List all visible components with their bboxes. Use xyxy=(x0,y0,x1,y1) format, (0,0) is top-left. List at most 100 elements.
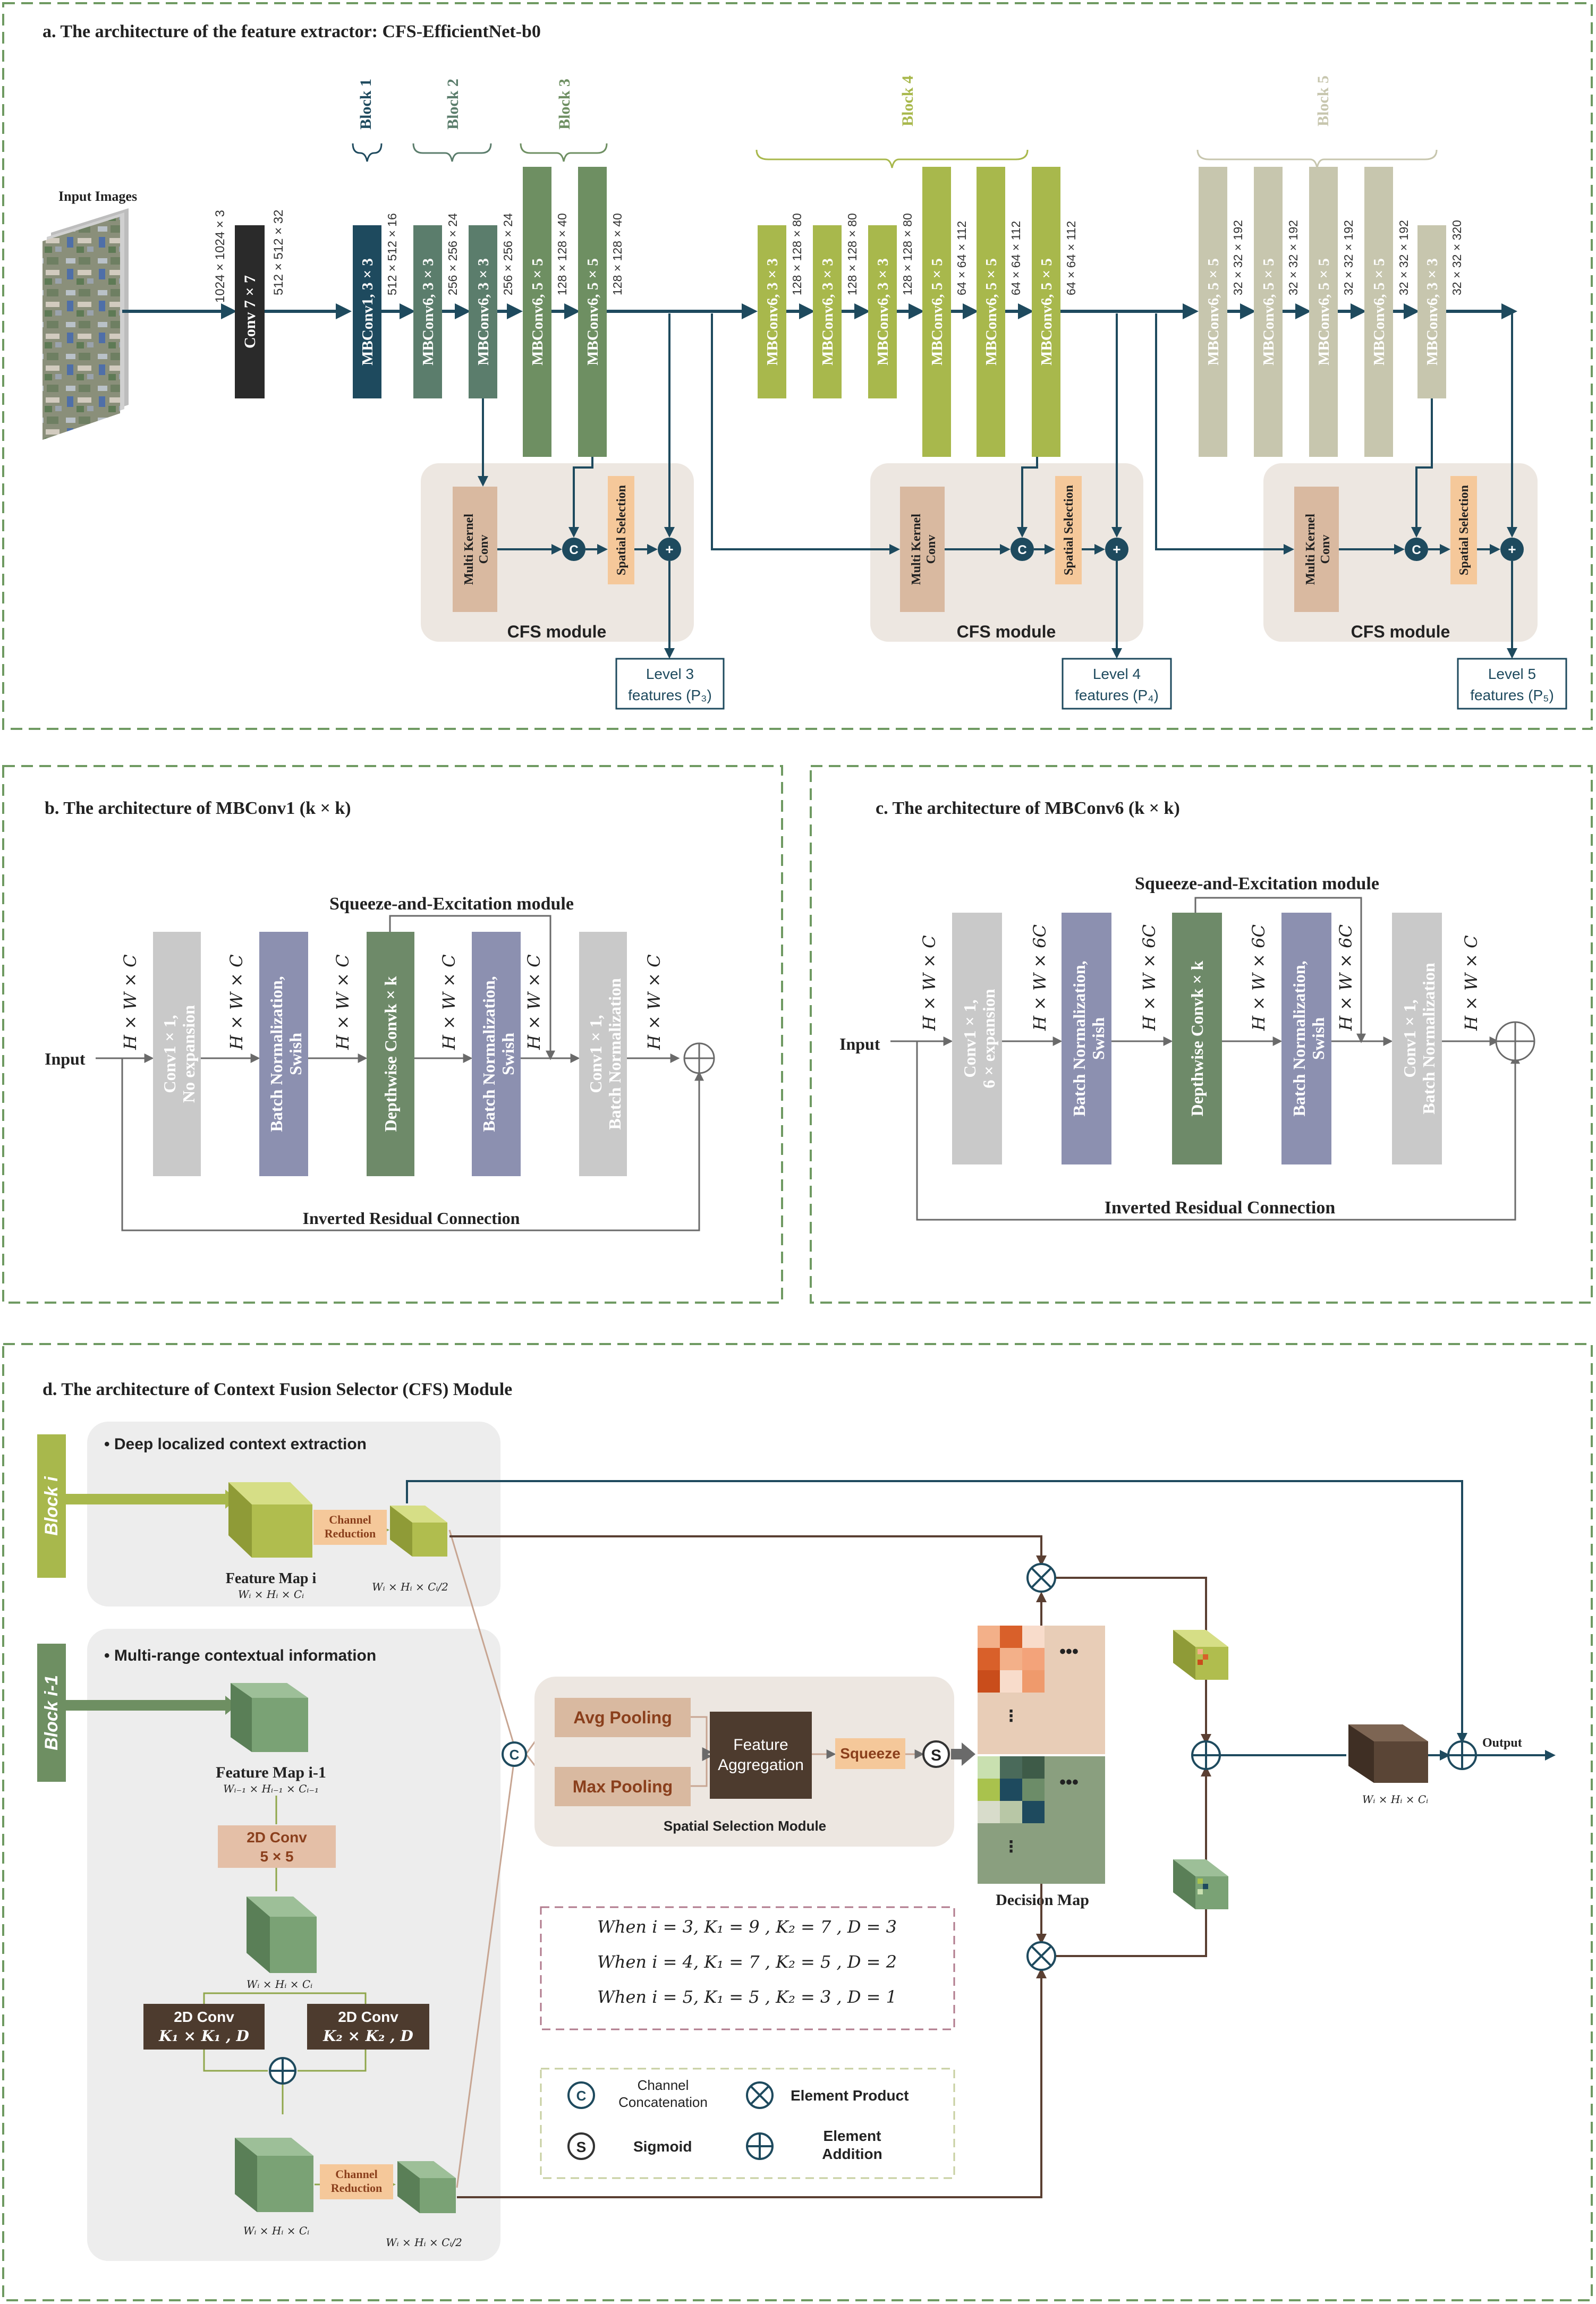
level5-line2: features (P₅) xyxy=(1470,687,1554,703)
spatial-selection-label: Spatial Selection xyxy=(615,485,629,575)
bn-swish-box xyxy=(1062,913,1111,1164)
level4-output-box xyxy=(1062,658,1172,710)
dim-label: 128 × 128 × 40 xyxy=(555,213,569,295)
legend-label: Channel xyxy=(638,2077,689,2093)
input-images-label: Input Images xyxy=(58,189,137,204)
legend-label: Element xyxy=(824,2128,881,2144)
box-line2: Swish xyxy=(498,1033,517,1075)
block5-label: Block 5 xyxy=(1314,75,1332,126)
block2-label: Block 2 xyxy=(444,79,462,130)
condition-line: When i = 5, K₁ = 5 , K₂ = 3 , D = 1 xyxy=(597,1987,897,2007)
box-line2: No expansion xyxy=(179,1005,198,1103)
block3-layer-1 xyxy=(523,167,551,457)
add-symbol: + xyxy=(665,541,673,557)
box-line2: Batch Normalization xyxy=(605,978,624,1130)
feature-map-i-cube xyxy=(228,1482,312,1558)
block3-label: Block 3 xyxy=(556,79,573,130)
cfs-module-5: Multi Kernel Conv Spatial Selection C + … xyxy=(1263,463,1538,642)
concat-symbol: C xyxy=(510,1747,520,1763)
layer-label: MBConv6, 3 × 3 xyxy=(819,258,836,365)
conv-k1-line1: 2D Conv xyxy=(174,2009,234,2025)
bottom-dim-label: Wᵢ × Hᵢ × Cᵢ xyxy=(243,2224,309,2237)
level3-output-box xyxy=(615,658,725,710)
layer-label: MBConv6, 5 × 5 xyxy=(1038,258,1055,365)
weighted-cube-top xyxy=(1173,1630,1228,1680)
box-line1: Depthwise Convk × k xyxy=(381,976,400,1132)
feature-aggregation-line1: Feature xyxy=(733,1736,788,1754)
block-i-label: Block i xyxy=(41,1476,62,1536)
block4-layer-5 xyxy=(977,167,1005,457)
dim-label: 64 × 64 × 112 xyxy=(1064,221,1078,295)
box-line1: Batch Normalization, xyxy=(1069,960,1089,1116)
conv2d-5x5-box xyxy=(218,1825,336,1868)
block5-layer-5 xyxy=(1417,225,1446,398)
channel-reduction-line1: Channel xyxy=(335,2167,377,2181)
dim-label: H × W × C xyxy=(120,954,140,1050)
dim-label: 32 × 32 × 192 xyxy=(1286,220,1300,295)
depthwise-conv-box xyxy=(367,932,414,1176)
channel-reduction-box xyxy=(313,1510,387,1545)
residual-label: Inverted Residual Connection xyxy=(303,1209,520,1228)
block5-layer-1 xyxy=(1199,167,1227,457)
level4-line1: Level 4 xyxy=(1093,666,1141,682)
condition-line: When i = 4, K₁ = 7 , K₂ = 5 , D = 2 xyxy=(597,1952,897,1972)
squeeze-box xyxy=(835,1738,905,1769)
reduced-cube-i xyxy=(390,1506,447,1557)
layer-label: MBConv1, 3 × 3 xyxy=(359,258,376,365)
conv1x1-expansion-box xyxy=(952,913,1002,1164)
conv7x7-label: Conv 7 × 7 xyxy=(241,275,259,348)
box-line1: Conv1 × 1, xyxy=(960,999,979,1077)
multi-kernel-label: Multi Kernel xyxy=(462,514,476,585)
dim-label: 512 × 512 × 32 xyxy=(271,210,286,295)
dim-label: H × W × 6C xyxy=(1336,924,1356,1031)
box-line1: Conv1 × 1, xyxy=(1400,999,1419,1077)
dim-label: H × W × C xyxy=(439,954,459,1050)
input-label: Input xyxy=(45,1049,86,1068)
dim-label: 128 × 128 × 40 xyxy=(610,213,624,295)
decision-map-bottom: ••• ⋮ xyxy=(978,1756,1105,1884)
condition-line: When i = 3, K₁ = 9 , K₂ = 7 , D = 3 xyxy=(597,1917,897,1937)
feature-map-i-1-cube xyxy=(231,1683,308,1752)
block-i-1-arrow xyxy=(66,1700,225,1711)
multi-kernel-label-2: Conv xyxy=(924,535,938,564)
layer-label: MBConv6, 5 × 5 xyxy=(929,258,946,365)
dim-label: H × W × C xyxy=(524,954,544,1050)
cfs-module-4: Multi Kernel Conv Spatial Selection C + … xyxy=(870,463,1143,642)
panel-d-title: d. The architecture of Context Fusion Se… xyxy=(43,1380,512,1399)
mbconv1-layer xyxy=(353,225,381,398)
output-cube xyxy=(1348,1724,1428,1783)
reduced-dim-label-2: Wᵢ × Hᵢ × Cᵢ/2 xyxy=(386,2236,462,2249)
dim-label: 256 × 256 × 24 xyxy=(501,213,515,295)
channel-concat-legend-icon xyxy=(567,2081,595,2109)
box-line1: Batch Normalization, xyxy=(1289,960,1309,1116)
layer-label: MBConv6, 3 × 3 xyxy=(875,258,892,365)
legend-symbol: C xyxy=(576,2088,587,2104)
input-dim-label: 1024 × 1024 × 3 xyxy=(213,210,227,303)
decision-map-top: ••• ⋮ xyxy=(978,1626,1105,1754)
conv-k1-line2: K₁ × K₁ , D xyxy=(158,2027,249,2045)
block2-layer-1 xyxy=(413,225,442,398)
dim-label: 128 × 128 × 80 xyxy=(790,213,804,295)
dim-label: 32 × 32 × 192 xyxy=(1397,220,1411,295)
level4-line2: features (P₄) xyxy=(1075,687,1159,703)
box-line1: Depthwise Convk × k xyxy=(1187,960,1207,1116)
output-label: Output xyxy=(1482,1736,1522,1750)
level5-line1: Level 5 xyxy=(1488,666,1536,682)
conv2d-5x5-line1: 2D Conv xyxy=(247,1829,307,1846)
dim-label: 32 × 32 × 192 xyxy=(1231,220,1245,295)
box-line2: Batch Normalization xyxy=(1419,963,1438,1115)
legend-label: Element Product xyxy=(791,2087,909,2104)
legend-box xyxy=(540,2068,955,2179)
layer-label: MBConv6, 5 × 5 xyxy=(1315,258,1332,365)
box-line1: Batch Normalization, xyxy=(267,976,286,1132)
mid-dim-label: Wᵢ × Hᵢ × Cᵢ xyxy=(247,1978,312,1991)
reduced-cube-i-1 xyxy=(397,2161,456,2213)
concat-icon xyxy=(562,538,585,561)
ellipsis: ••• xyxy=(1059,1772,1079,1792)
svg-text:⋮: ⋮ xyxy=(1003,1707,1019,1725)
cfs-module-label: CFS module xyxy=(507,622,607,641)
block4-layer-6 xyxy=(1032,167,1060,457)
bn-swish-box-2 xyxy=(472,932,521,1176)
multi-kernel-label-2: Conv xyxy=(1319,535,1332,564)
box-line2: Swish xyxy=(1089,1017,1108,1060)
